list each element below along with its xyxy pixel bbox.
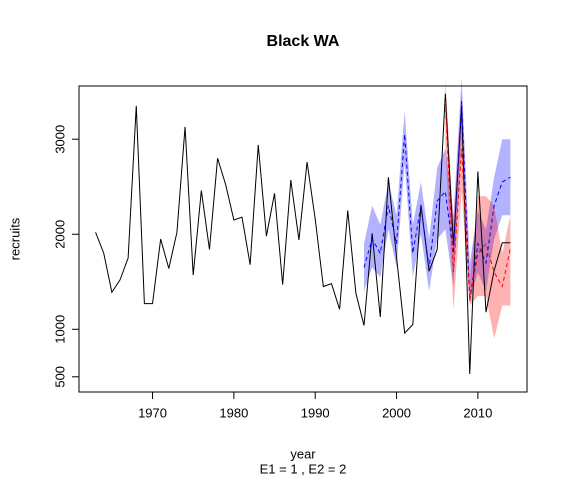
x-tick-label: 1990 — [301, 405, 330, 420]
series-line — [95, 93, 511, 374]
x-tick-label: 2000 — [382, 405, 411, 420]
y-tick-label: 3000 — [52, 125, 67, 154]
x-tick-label: 1970 — [138, 405, 167, 420]
chart-title: Black WA — [267, 33, 340, 50]
confidence-band — [445, 77, 511, 339]
y-tick-label: 500 — [52, 366, 67, 388]
subtitle: E1 = 1 , E2 = 2 — [260, 461, 347, 476]
y-tick-label: 1000 — [52, 315, 67, 344]
x-axis-label: year — [290, 446, 316, 461]
x-tick-label: 2010 — [463, 405, 492, 420]
series-line — [363, 101, 511, 301]
y-tick-label: 2000 — [52, 220, 67, 249]
y-axis-label: recruits — [7, 217, 22, 260]
confidence-band — [364, 77, 511, 301]
x-tick-label: 1980 — [219, 405, 248, 420]
series-line — [444, 101, 511, 301]
plot-frame — [78, 85, 528, 393]
